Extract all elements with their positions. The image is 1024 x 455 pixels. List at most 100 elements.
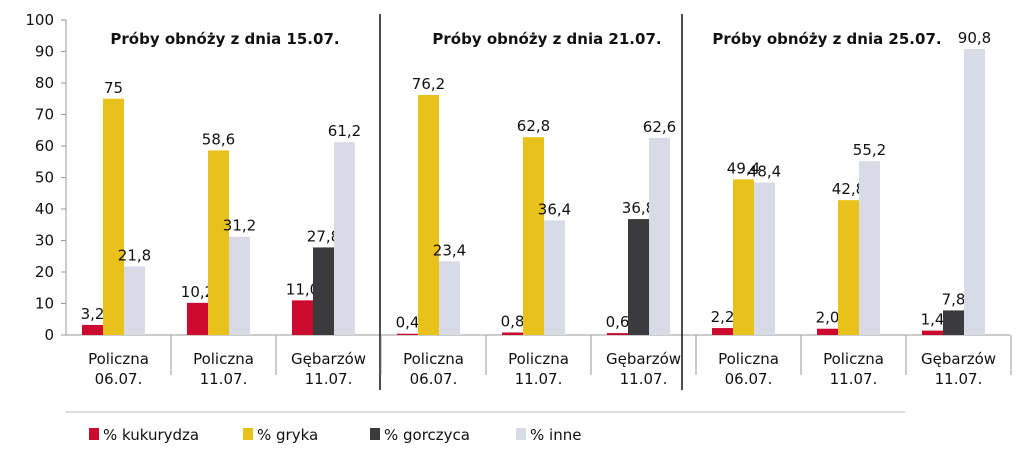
category-label-line1: Policzna: [508, 350, 569, 368]
category-label-line2: 11.07.: [935, 370, 983, 388]
bar-inne: [754, 182, 775, 335]
bar-kukurydza: [607, 333, 628, 335]
y-tick-label: 0: [44, 326, 54, 344]
data-label: 62,6: [643, 118, 676, 136]
bar-inne: [544, 220, 565, 335]
legend-item: % kukurydza: [89, 426, 199, 444]
y-tick-label: 50: [35, 169, 54, 187]
y-tick-label: 10: [35, 295, 54, 313]
category-label-line1: Gębarzów: [291, 350, 366, 368]
category-group: 11,0 27,8 61,2 Gębarzów 11.07.: [286, 122, 382, 388]
y-axis: 0 10 20 30 40 50 60 70 80 90 100: [25, 11, 1010, 344]
data-label: 21,8: [118, 246, 151, 264]
panel: Próby obnóży z dnia 21.07. 0,4 76,2 23,4 Pol…: [396, 30, 697, 388]
data-label: 2,0: [816, 309, 840, 327]
data-label: 62,8: [517, 117, 550, 135]
bar-inne: [964, 48, 985, 335]
bar-kukurydza: [187, 302, 208, 335]
bar-kukurydza: [397, 333, 418, 335]
category-group: 2,2 49,448,4 Policzna 06.07.: [711, 159, 802, 388]
bar-gryka: [733, 179, 754, 335]
legend-swatch: [89, 428, 99, 440]
bar-kukurydza: [817, 328, 838, 335]
data-label: 3,2: [81, 305, 105, 323]
category-label-line2: 06.07.: [725, 370, 773, 388]
category-label-line1: Policzna: [718, 350, 779, 368]
category-label-line1: Policzna: [88, 350, 149, 368]
bar-gorczyca: [313, 247, 334, 335]
data-label: 42,8: [832, 180, 865, 198]
legend-label: % inne: [530, 426, 581, 444]
bar-inne: [439, 261, 460, 335]
category-label-line1: Policzna: [403, 350, 464, 368]
y-tick-label: 90: [35, 43, 54, 61]
data-label: 31,2: [223, 217, 256, 235]
data-label: 76,2: [412, 75, 445, 93]
bar-gryka: [208, 150, 229, 335]
legend-item: % gorczyca: [370, 426, 470, 444]
bar-kukurydza: [292, 300, 313, 335]
legend-item: % inne: [516, 426, 581, 444]
data-label: 36,4: [538, 200, 571, 218]
data-label: 36,8: [622, 199, 655, 217]
category-group: 3,2 75 21,8 Policzna 06.07.: [81, 79, 172, 388]
legend-label: % kukurydza: [103, 426, 199, 444]
data-label: 7,8: [942, 290, 966, 308]
y-tick-label: 80: [35, 74, 54, 92]
legend-swatch: [243, 428, 253, 440]
y-tick-label: 40: [35, 200, 54, 218]
data-label: 23,4: [433, 241, 466, 259]
category-label-line2: 06.07.: [410, 370, 458, 388]
bar-gryka: [838, 200, 859, 335]
category-label-line2: 11.07.: [620, 370, 668, 388]
data-label: 10,2: [181, 283, 214, 301]
y-tick-label: 60: [35, 137, 54, 155]
legend-label: % gryka: [257, 426, 318, 444]
bar-inne: [334, 142, 355, 335]
category-label-line1: Gębarzów: [921, 350, 996, 368]
panel: Próby obnóży z dnia 15.07. 3,2 75 21,8 Polic…: [81, 30, 382, 388]
panel-title: Próby obnóży z dnia 25.07.: [712, 30, 941, 48]
category-group: 0,4 76,2 23,4 Policzna 06.07.: [396, 75, 487, 388]
data-label: 11,0: [286, 280, 319, 298]
y-tick-label: 30: [35, 232, 54, 250]
category-group: 10,2 58,6 31,2 Policzna 11.07.: [181, 130, 277, 388]
category-label-line2: 11.07.: [830, 370, 878, 388]
category-label-line1: Gębarzów: [606, 350, 681, 368]
category-group: 2,0 42,8 55,2 Policzna 11.07.: [816, 141, 907, 388]
bar-gryka: [418, 94, 439, 335]
bar-inne: [859, 161, 880, 335]
legend-swatch: [516, 428, 526, 440]
bar-gorczyca: [628, 219, 649, 335]
data-label: 0,6: [606, 313, 630, 331]
bar-kukurydza: [922, 330, 943, 335]
category-label-line1: Policzna: [193, 350, 254, 368]
data-label: 0,8: [501, 312, 525, 330]
category-group: 0,8 62,8 36,4 Policzna 11.07.: [501, 117, 592, 388]
bar-gryka: [103, 98, 124, 335]
data-label: 48,4: [748, 163, 781, 181]
bar-inne: [649, 137, 670, 335]
bar-kukurydza: [82, 324, 103, 335]
category-label-line1: Policzna: [823, 350, 884, 368]
panel: Próby obnóży z dnia 25.07. 2,2 49,448,4 Pol…: [711, 29, 1012, 388]
legend: % kukurydza % gryka % gorczyca % inne: [66, 411, 905, 444]
y-tick-label: 20: [35, 263, 54, 281]
data-label: 2,2: [711, 308, 735, 326]
category-label-line2: 11.07.: [200, 370, 248, 388]
y-tick-label: 70: [35, 106, 54, 124]
data-label: 90,8: [958, 29, 991, 47]
category-label-line2: 06.07.: [95, 370, 143, 388]
data-label: 58,6: [202, 130, 235, 148]
panel-title: Próby obnóży z dnia 21.07.: [432, 30, 661, 48]
data-label: 49,4: [727, 159, 760, 177]
bar-gorczyca: [943, 310, 964, 335]
data-label: 61,2: [328, 122, 361, 140]
bar-inne: [229, 236, 250, 335]
category-group: 1,4 7,8 90,8 Gębarzów 11.07.: [921, 29, 1012, 388]
bar-gryka: [523, 137, 544, 335]
panel-title: Próby obnóży z dnia 15.07.: [110, 30, 339, 48]
data-label: 75: [104, 79, 123, 97]
bar-kukurydza: [502, 332, 523, 335]
